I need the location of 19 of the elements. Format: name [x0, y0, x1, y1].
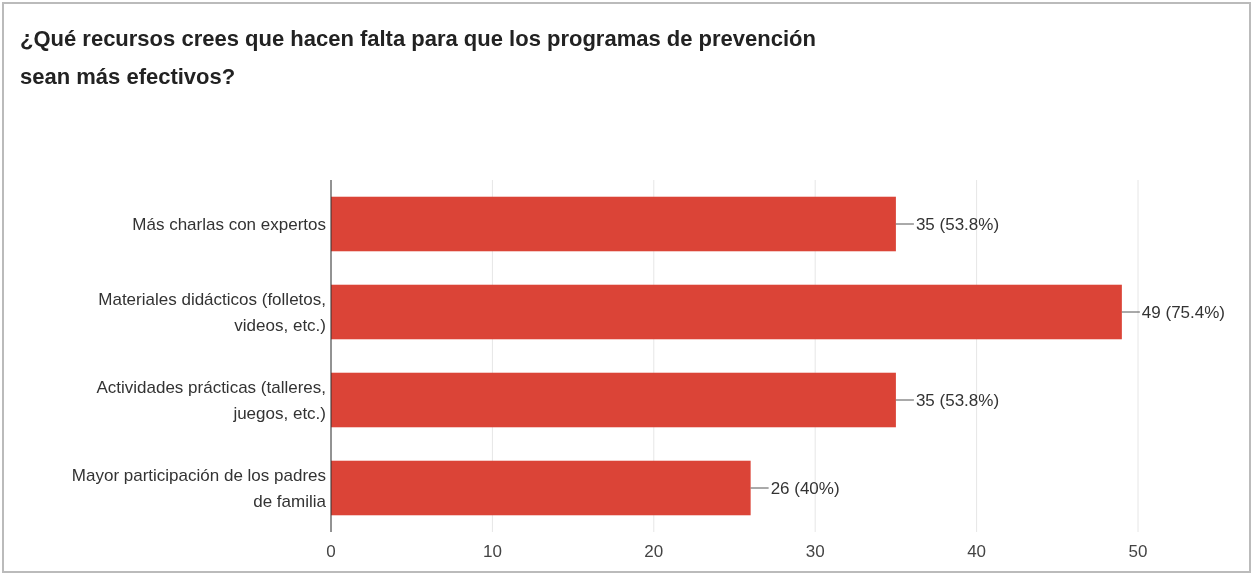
x-tick-label: 20 [644, 542, 664, 561]
x-tick-label: 0 [326, 542, 336, 561]
data-label: 49 (75.4%) [1141, 302, 1226, 322]
y-tick-label: Actividades prácticas (talleres, juegos, etc.) [96, 377, 326, 423]
data-label: 35 (53.8%) [915, 214, 1000, 234]
bar [331, 460, 751, 516]
bar [331, 372, 896, 428]
y-tick-label: Mayor participación de los padres de familia [71, 465, 327, 511]
x-tick-label: 30 [805, 542, 825, 561]
chart-title: ¿Qué recursos crees que hacen falta para que los programas de prevención sean más efectivos? [20, 26, 816, 89]
x-tick-label: 10 [482, 542, 502, 561]
x-tick-label: 50 [1128, 542, 1148, 561]
y-tick-label: Materiales didácticos (folletos, videos, etc.) [98, 289, 326, 335]
data-label: 35 (53.8%) [915, 390, 1000, 410]
bar [331, 196, 896, 252]
data-label: 26 (40%) [770, 478, 840, 498]
bar [331, 284, 1122, 340]
y-tick-label: Más charlas con expertos [132, 214, 326, 234]
x-tick-label: 40 [967, 542, 987, 561]
